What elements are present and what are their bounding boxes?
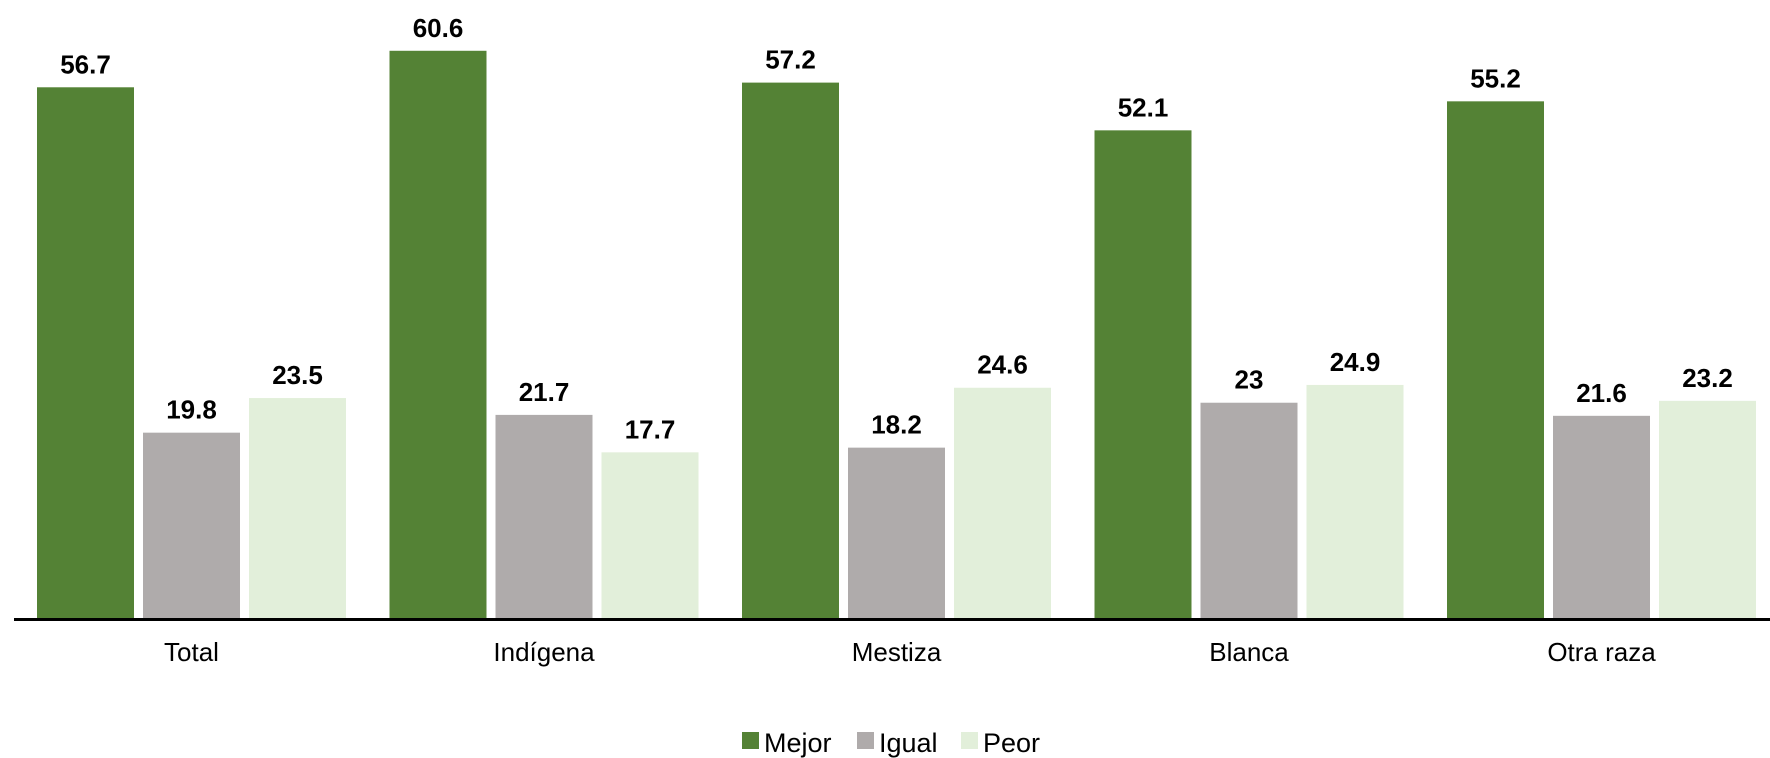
legend-label-peor: Peor (983, 728, 1040, 758)
value-labels-layer: 56.7 19.8 23.5 60.6 21.7 17.7 57.2 18.2 24.6 52.1… (60, 13, 1733, 445)
bar-mestiza-mejor (742, 82, 839, 618)
bar-total-igual (143, 432, 240, 618)
value-label-blanca-peor: 24.9 (1330, 347, 1381, 377)
value-label-indigena-peor: 17.7 (625, 414, 676, 444)
value-label-total-igual: 19.8 (166, 395, 217, 425)
category-label-blanca: Blanca (1209, 637, 1289, 667)
value-label-indigena-igual: 21.7 (519, 377, 570, 407)
bars-layer (37, 50, 1756, 619)
category-label-otra-raza: Otra raza (1547, 637, 1656, 667)
bar-otra-raza-mejor (1447, 101, 1544, 618)
bar-total-peor (249, 398, 346, 618)
legend-swatch-igual (857, 732, 874, 749)
bar-blanca-peor (1306, 384, 1404, 618)
value-label-otra-raza-mejor: 55.2 (1470, 63, 1521, 93)
value-label-blanca-igual: 23 (1235, 365, 1264, 395)
bar-otra-raza-peor (1659, 400, 1756, 618)
category-labels-layer: Total Indígena Mestiza Blanca Otra raza (164, 637, 1656, 667)
bar-total-mejor (37, 87, 134, 618)
value-label-total-peor: 23.5 (272, 360, 323, 390)
bar-indigena-peor (601, 452, 699, 618)
value-label-total-mejor: 56.7 (60, 49, 111, 79)
legend: Mejor Igual Peor (742, 728, 1040, 758)
category-label-total: Total (164, 637, 219, 667)
bar-indigena-igual (495, 414, 593, 618)
legend-label-igual: Igual (879, 728, 938, 758)
bar-indigena-mejor (389, 50, 487, 619)
value-label-otra-raza-igual: 21.6 (1576, 378, 1627, 408)
bar-blanca-igual (1200, 402, 1298, 618)
bar-blanca-mejor (1094, 130, 1192, 618)
category-label-indigena: Indígena (493, 637, 595, 667)
legend-label-mejor: Mejor (764, 728, 832, 758)
category-label-mestiza: Mestiza (852, 637, 942, 667)
value-label-otra-raza-peor: 23.2 (1682, 363, 1733, 393)
value-label-blanca-mejor: 52.1 (1118, 92, 1169, 122)
value-label-mestiza-peor: 24.6 (977, 350, 1028, 380)
bar-mestiza-peor (954, 387, 1051, 618)
bar-otra-raza-igual (1553, 415, 1650, 618)
value-label-mestiza-mejor: 57.2 (765, 45, 816, 75)
value-label-indigena-mejor: 60.6 (413, 13, 464, 43)
value-label-mestiza-igual: 18.2 (871, 410, 922, 440)
legend-swatch-mejor (742, 732, 759, 749)
legend-swatch-peor (961, 732, 978, 749)
bar-mestiza-igual (848, 447, 945, 618)
